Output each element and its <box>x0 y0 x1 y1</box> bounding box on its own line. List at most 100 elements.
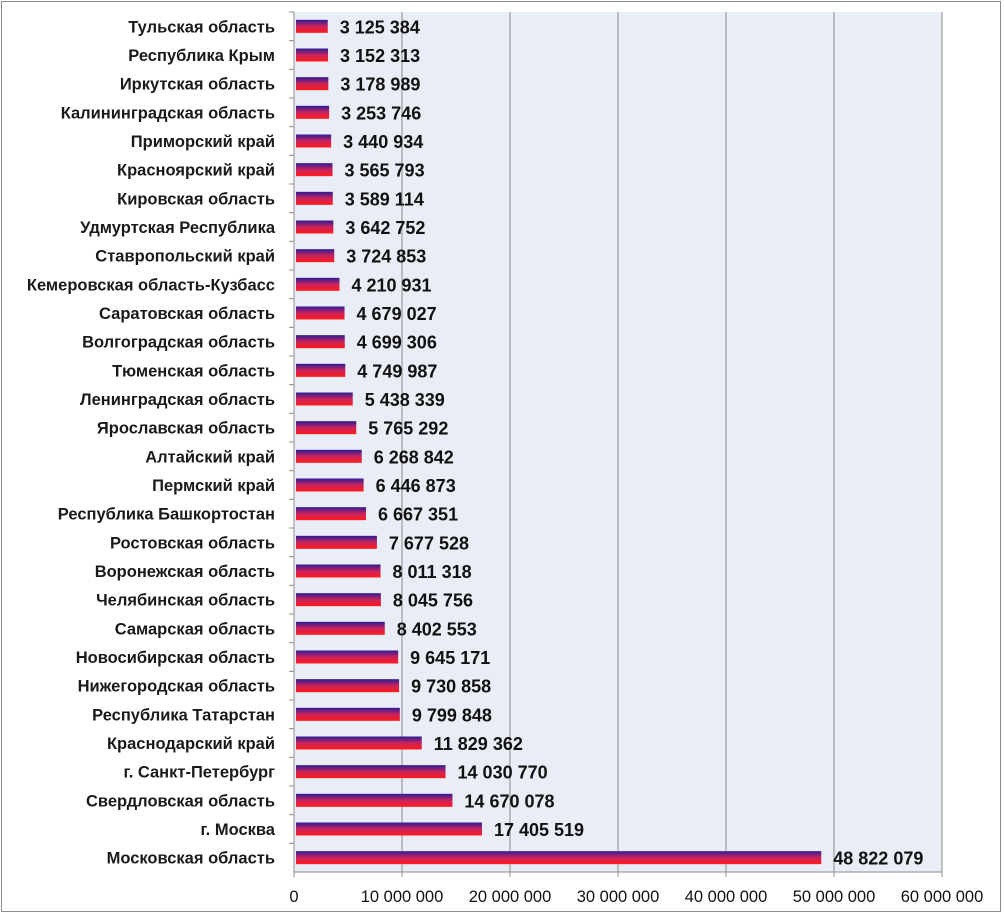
data-label: 8 402 553 <box>397 619 477 639</box>
data-label: 3 724 853 <box>346 247 426 267</box>
data-label: 3 440 934 <box>343 132 423 152</box>
bar <box>296 564 381 578</box>
data-label: 3 642 752 <box>345 218 425 238</box>
category-label: Кировская область <box>117 190 275 208</box>
x-tick-label: 40 000 000 <box>685 888 768 906</box>
bar <box>296 163 333 177</box>
data-label: 3 152 313 <box>340 46 420 66</box>
bar <box>296 535 377 549</box>
bar <box>296 220 334 234</box>
bar <box>296 736 422 750</box>
category-label: Тульская область <box>128 18 275 36</box>
x-tick-label: 50 000 000 <box>793 888 876 906</box>
bar <box>296 822 482 836</box>
data-label: 6 667 351 <box>378 505 458 525</box>
data-label: 8 045 756 <box>393 591 473 611</box>
bar <box>296 19 328 33</box>
category-label: Воронежская область <box>95 563 275 581</box>
bar <box>296 421 357 435</box>
bar <box>296 306 345 320</box>
category-label: Удмуртская Республика <box>80 219 276 237</box>
x-tick-label: 60 000 000 <box>901 888 984 906</box>
data-label: 8 011 318 <box>393 562 472 582</box>
bar <box>296 679 400 693</box>
bar <box>296 48 329 62</box>
bar <box>296 191 333 205</box>
category-labels: Тульская область Республика Крым Иркутская… <box>27 18 276 867</box>
bars <box>296 19 822 865</box>
category-label: Свердловская область <box>86 792 275 810</box>
bar <box>296 621 385 635</box>
category-label: Краснодарский край <box>107 735 275 753</box>
category-label: Саратовская область <box>99 305 275 323</box>
data-label: 3 125 384 <box>340 17 420 37</box>
data-label: 11 829 362 <box>434 734 523 754</box>
data-label: 14 670 078 <box>464 791 554 811</box>
bar <box>296 277 340 291</box>
category-label: Республика Крым <box>128 47 275 65</box>
bar <box>296 134 332 148</box>
x-axis-tick-labels: 0 10 000 000 20 000 000 30 000 000 40 000 00… <box>289 888 983 906</box>
data-label: 17 405 519 <box>494 820 584 840</box>
bar <box>296 793 453 807</box>
x-tick-label: 0 <box>289 888 298 906</box>
bar <box>296 249 335 263</box>
category-label: Ставропольский край <box>95 248 275 266</box>
bar <box>296 449 362 463</box>
bar <box>296 650 399 664</box>
x-tick-label: 10 000 000 <box>361 888 444 906</box>
category-label: Новосибирская область <box>76 649 275 667</box>
data-label: 9 730 858 <box>411 677 491 697</box>
data-label: 7 677 528 <box>389 533 469 553</box>
bar <box>296 105 330 119</box>
category-label: Нижегородская область <box>78 678 275 696</box>
bar <box>296 851 822 865</box>
data-label: 6 446 873 <box>376 476 456 496</box>
bar <box>296 478 364 492</box>
data-label: 3 565 793 <box>345 161 425 181</box>
data-label: 5 438 339 <box>365 390 445 410</box>
value-labels: 3 125 384 3 152 313 3 178 989 3 253 746 3 44… <box>340 17 924 868</box>
data-label: 4 679 027 <box>357 304 437 324</box>
bar <box>296 593 381 607</box>
category-label: Красноярский край <box>117 162 275 180</box>
bar <box>296 77 329 91</box>
category-label: Челябинская область <box>96 592 275 610</box>
x-tick-label: 30 000 000 <box>577 888 660 906</box>
category-label: Республика Башкортостан <box>58 506 275 524</box>
bar <box>296 765 446 779</box>
data-label: 4 210 931 <box>351 275 431 295</box>
category-label: Республика Татарстан <box>92 706 275 724</box>
data-label: 3 253 746 <box>341 103 421 123</box>
gridlines <box>289 11 943 877</box>
category-label: Волгоградская область <box>82 334 275 352</box>
category-label: Приморский край <box>131 133 275 151</box>
data-label: 6 268 842 <box>374 447 454 467</box>
category-label: г. Санкт-Петербург <box>123 764 275 782</box>
data-label: 48 822 079 <box>833 849 923 869</box>
bar <box>296 335 345 349</box>
bar <box>296 507 367 521</box>
category-label: Калининградская область <box>61 104 275 122</box>
category-label: Алтайский край <box>145 448 275 466</box>
x-tick-label: 20 000 000 <box>469 888 552 906</box>
data-label: 3 589 114 <box>345 189 424 209</box>
category-label: Ленинградская область <box>80 391 275 409</box>
data-label: 9 799 848 <box>412 705 492 725</box>
data-label: 9 645 171 <box>410 648 490 668</box>
data-label: 4 699 306 <box>357 333 437 353</box>
category-label: Иркутская область <box>120 76 275 94</box>
data-label: 4 749 987 <box>357 361 437 381</box>
bar <box>296 707 400 721</box>
category-label: г. Москва <box>200 821 275 839</box>
data-label: 5 765 292 <box>368 419 448 439</box>
data-label: 14 030 770 <box>458 763 548 783</box>
category-label: Тюменская область <box>112 362 275 380</box>
bar <box>296 392 353 406</box>
category-label: Ростовская область <box>110 534 275 552</box>
category-label: Ярославская область <box>97 420 275 438</box>
category-label: Самарская область <box>115 620 275 638</box>
data-label: 3 178 989 <box>340 75 420 95</box>
